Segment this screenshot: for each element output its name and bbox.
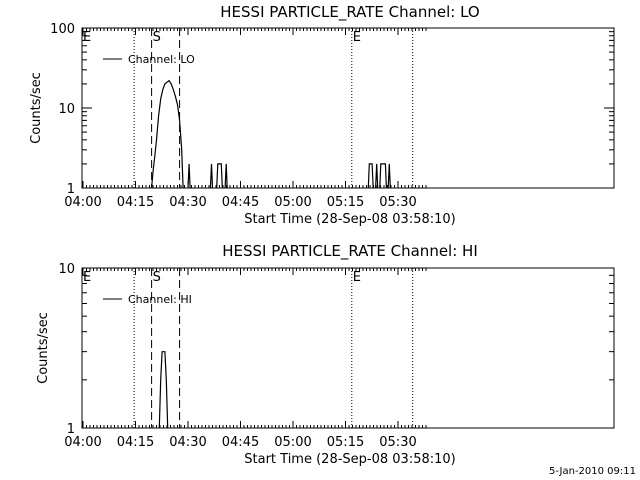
series-line-segment bbox=[151, 79, 184, 189]
event-marker-label: S bbox=[153, 30, 161, 45]
x-tick-label: 05:15 bbox=[327, 435, 364, 450]
x-tick-label: 04:15 bbox=[117, 195, 154, 210]
y-axis-label: Counts/sec bbox=[36, 312, 51, 384]
date-stamp: 5-Jan-2010 09:11 bbox=[549, 466, 636, 477]
x-tick-label: 05:00 bbox=[274, 435, 311, 450]
x-tick-label: 04:45 bbox=[222, 435, 259, 450]
event-marker-label: E bbox=[353, 270, 361, 285]
chart-title: HESSI PARTICLE_RATE Channel: HI bbox=[222, 242, 478, 261]
y-tick-label: 10 bbox=[58, 102, 75, 117]
series-line-segment bbox=[375, 163, 379, 189]
plot-frame bbox=[81, 267, 615, 429]
y-axis-label: Counts/sec bbox=[29, 72, 44, 144]
series-line-segment bbox=[187, 163, 191, 189]
x-tick-label: 04:00 bbox=[64, 435, 101, 450]
event-marker-label: E bbox=[353, 30, 361, 45]
x-tick-label: 04:15 bbox=[117, 435, 154, 450]
chart-panel-1: HESSI PARTICLE_RATE Channel: LO 04:00 04:1… bbox=[29, 3, 615, 227]
series-line-segment bbox=[216, 163, 223, 189]
x-tick-label: 05:30 bbox=[379, 435, 416, 450]
x-axis-label: Start Time (28-Sep-08 03:58:10) bbox=[244, 212, 455, 227]
chart-title: HESSI PARTICLE_RATE Channel: LO bbox=[220, 3, 479, 22]
series-line-segment bbox=[209, 163, 214, 189]
legend-label: Channel: HI bbox=[128, 293, 192, 306]
y-tick-label: 1 bbox=[67, 182, 75, 197]
chart-panel-2: HESSI PARTICLE_RATE Channel: HI 04:00 04:1… bbox=[36, 242, 615, 467]
event-marker-label: S bbox=[153, 270, 161, 285]
x-tick-label: 04:00 bbox=[64, 195, 101, 210]
x-tick-label: 05:30 bbox=[379, 195, 416, 210]
x-tick-label: 05:00 bbox=[274, 195, 311, 210]
series-line-segment bbox=[158, 351, 169, 429]
x-tick-label: 04:30 bbox=[169, 435, 206, 450]
y-tick-label: 10 bbox=[58, 262, 75, 277]
series-line-segment bbox=[379, 163, 387, 189]
x-tick-label: 04:45 bbox=[222, 195, 259, 210]
y-tick-label: 1 bbox=[67, 422, 75, 437]
plot-frame bbox=[81, 27, 615, 189]
series-line-segment bbox=[387, 163, 391, 189]
x-axis-label: Start Time (28-Sep-08 03:58:10) bbox=[244, 452, 455, 467]
legend-label: Channel: LO bbox=[128, 53, 195, 66]
event-marker-label: E bbox=[83, 270, 91, 285]
y-tick-label: 100 bbox=[50, 22, 75, 37]
x-tick-label: 04:30 bbox=[169, 195, 206, 210]
series-line-segment bbox=[224, 163, 228, 189]
series-line-segment bbox=[367, 163, 374, 189]
x-tick-label: 05:15 bbox=[327, 195, 364, 210]
event-marker-label: E bbox=[83, 30, 91, 45]
